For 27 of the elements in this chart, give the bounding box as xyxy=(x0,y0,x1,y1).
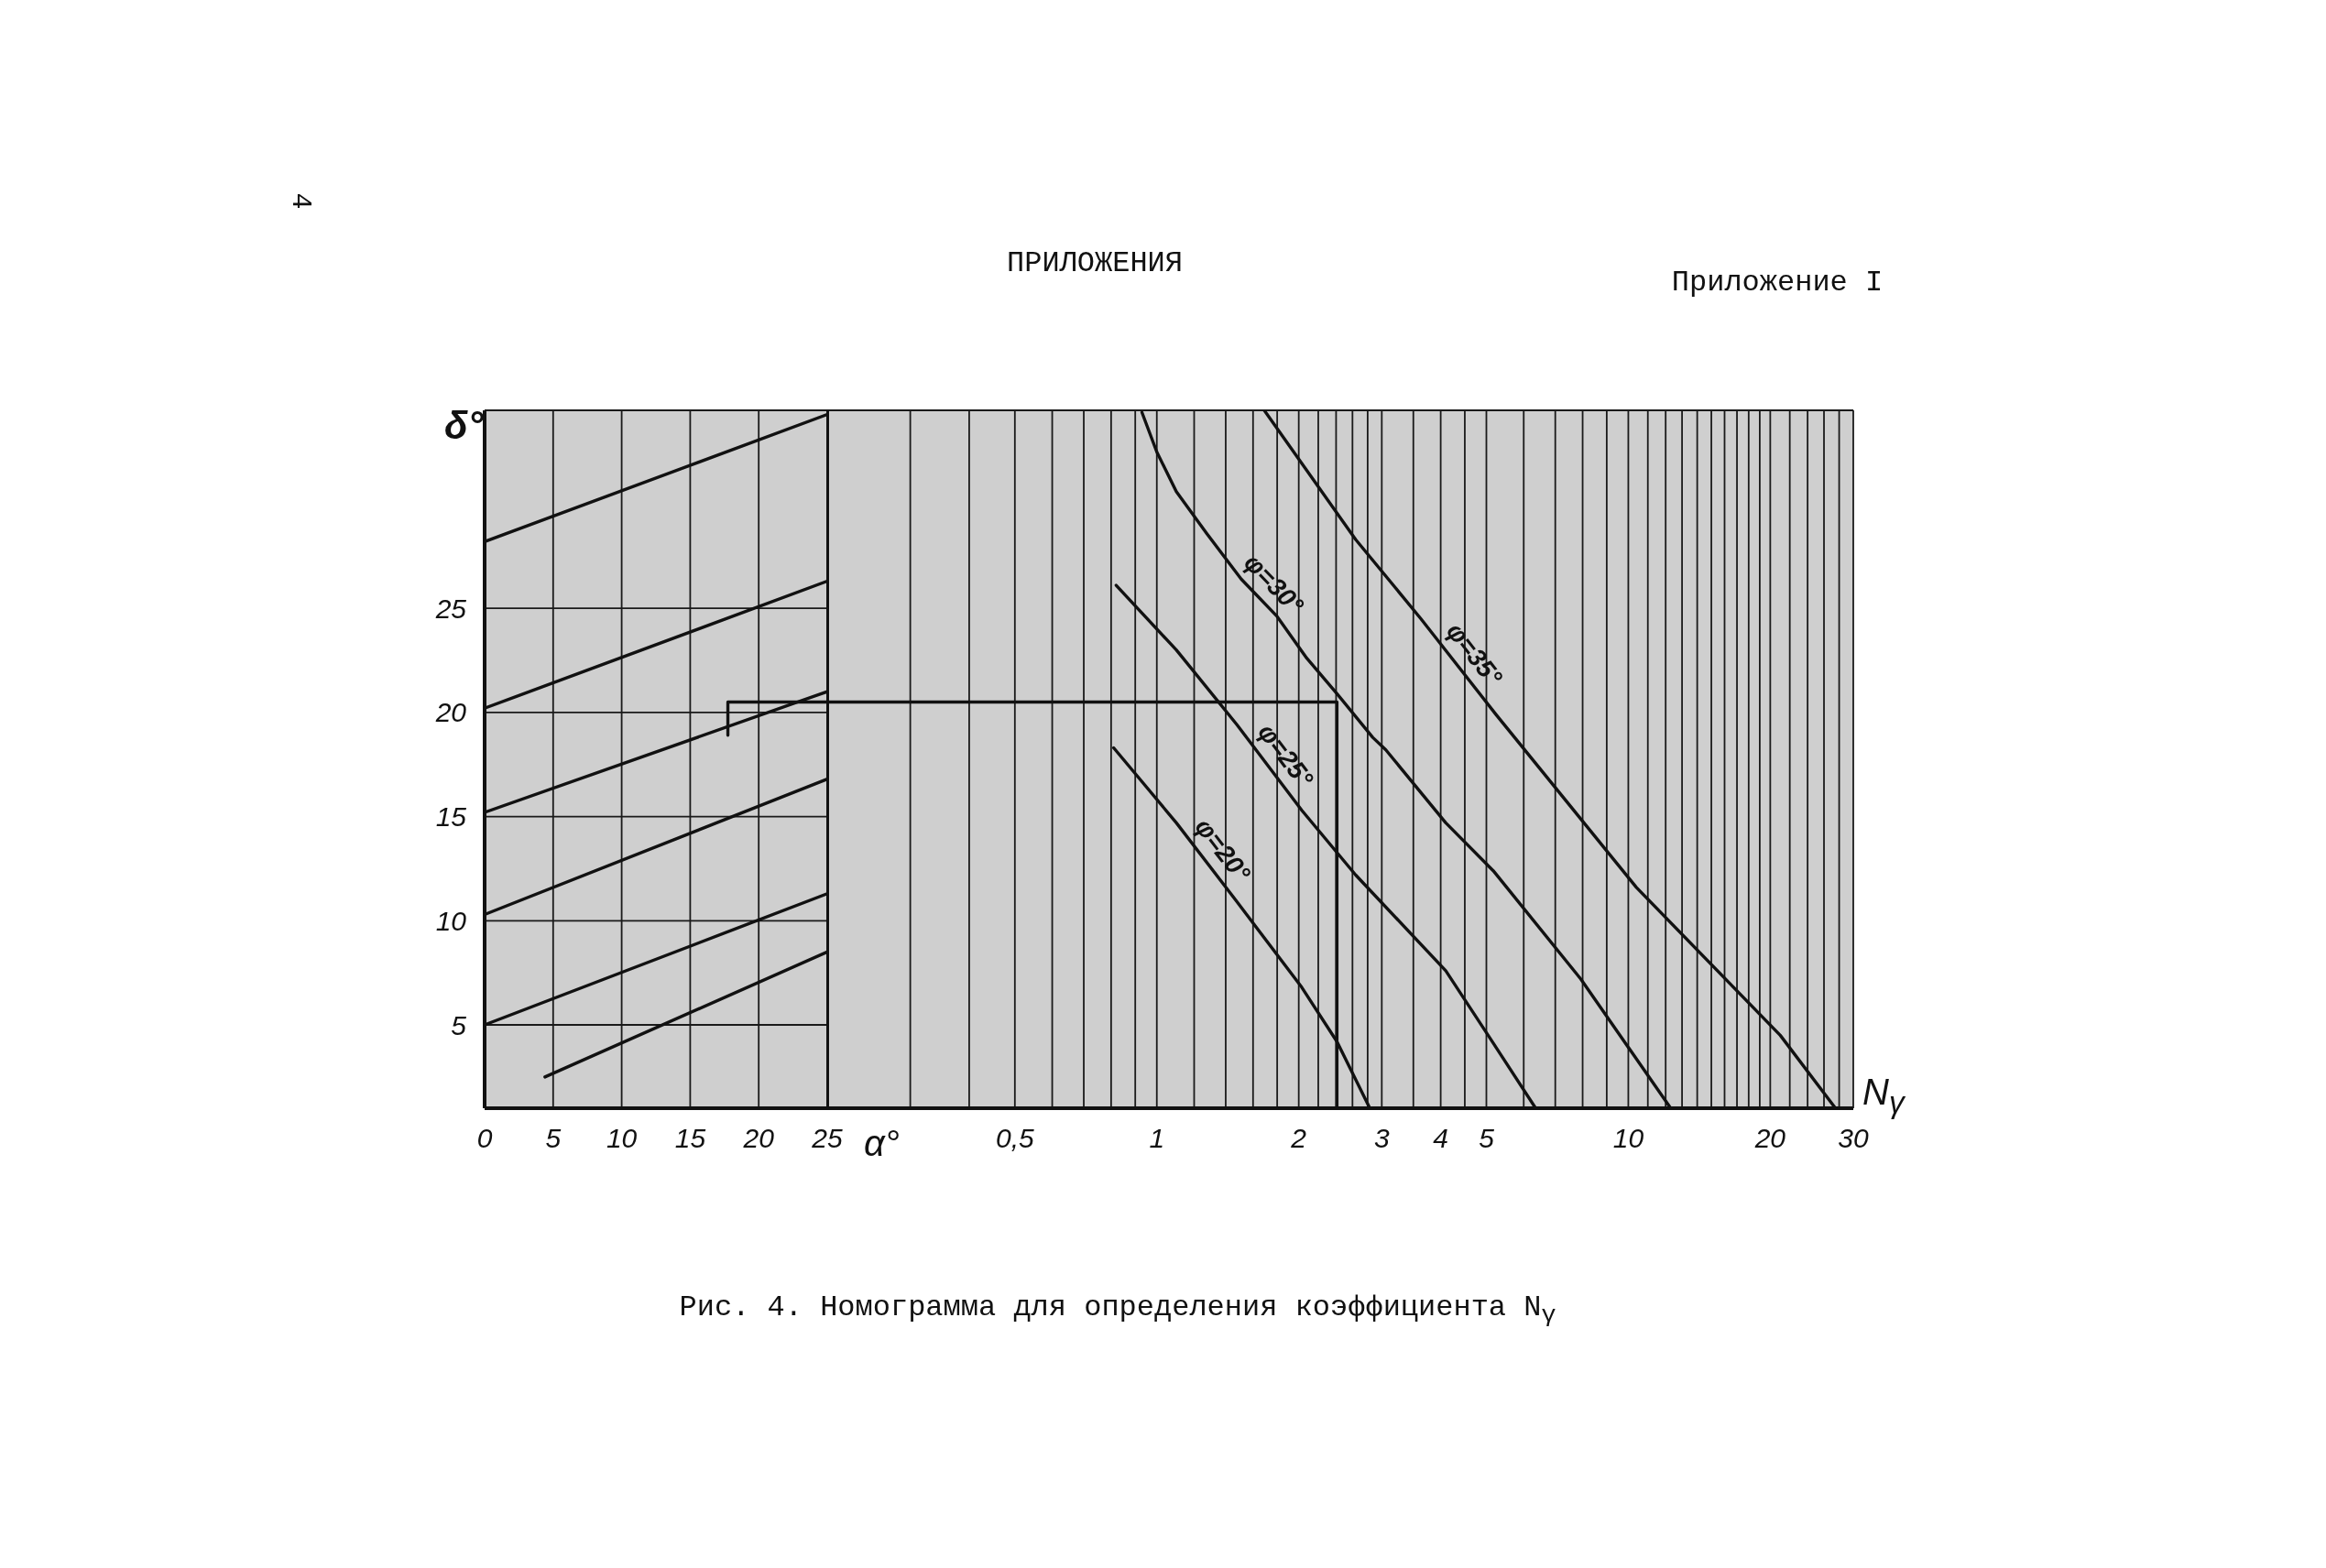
x-tick-label: 20 xyxy=(1753,1123,1786,1154)
y-tick-label: 10 xyxy=(435,905,467,936)
y-tick-label: 25 xyxy=(434,593,467,624)
x-tick-label: 5 xyxy=(1479,1123,1495,1154)
y-tick-label: 15 xyxy=(435,801,467,833)
x-axis-title: N$_{γ}$ xyxy=(1862,1072,1905,1120)
x-tick-label: 20 xyxy=(742,1123,775,1154)
text: ПРИЛОЖЕНИЯ xyxy=(1006,246,1184,280)
y-axis-title: δ° xyxy=(444,404,484,448)
x-tick-label: 10 xyxy=(606,1123,638,1154)
x-tick-label: 4 xyxy=(1433,1123,1448,1154)
x-tick-label: 0,5 xyxy=(995,1123,1034,1154)
text: Рис. 4. Номограмма для определения коэффициента N$_{γ}$ xyxy=(679,1290,1556,1330)
x-tick-label: 25 xyxy=(811,1123,843,1154)
x-tick-label: 0 xyxy=(476,1123,493,1154)
x-tick-label: 5 xyxy=(545,1123,562,1154)
text: Приложение I xyxy=(1671,266,1884,299)
x-axis-title: α° xyxy=(864,1123,900,1163)
x-tick-label: 30 xyxy=(1838,1123,1869,1154)
text: 4 xyxy=(284,192,316,210)
x-tick-label: 2 xyxy=(1290,1123,1307,1154)
x-tick-label: 15 xyxy=(674,1123,706,1154)
x-tick-label: 10 xyxy=(1612,1123,1644,1154)
y-tick-label: 20 xyxy=(434,697,467,728)
x-tick-label: 1 xyxy=(1149,1123,1165,1154)
x-tick-label: 3 xyxy=(1373,1123,1390,1154)
y-tick-label: 5 xyxy=(451,1009,467,1040)
